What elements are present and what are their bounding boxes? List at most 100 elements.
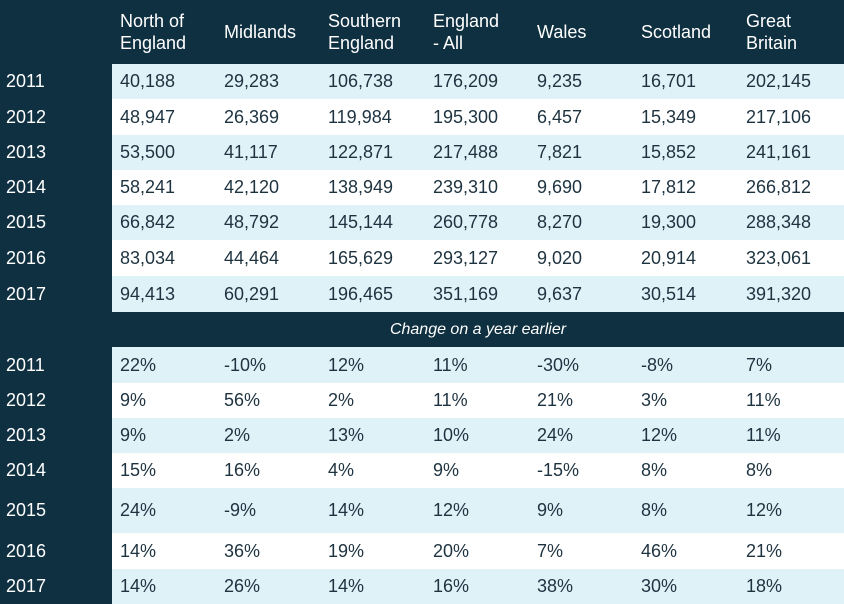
table-row: 2011 40,188 29,283 106,738 176,209 9,235 16,70…	[0, 64, 844, 99]
table-cell: 11%	[746, 425, 781, 445]
table-cell: 196,465	[328, 283, 394, 304]
table-cell: 12%	[328, 354, 365, 375]
row-year: 2015	[0, 488, 112, 533]
table-cell: 7%	[746, 354, 773, 375]
table-cell: 18%	[746, 576, 783, 596]
table-row: 2014 15% 16% 4% 9% -15% 8% 8%	[0, 453, 844, 488]
table-row: 2017 14% 26% 14% 16% 38% 30% 18%	[0, 569, 844, 604]
table-cell: 20,914	[641, 247, 697, 268]
row-year: 2011	[0, 347, 112, 383]
header-row: North of England Midlands Southern England En…	[0, 0, 844, 64]
table-row: 2015 66,842 48,792 145,144 260,778 8,270 19,30…	[0, 205, 844, 240]
table-cell: 6,457	[537, 106, 583, 127]
table-row: 2017 94,413 60,291 196,465 351,169 9,637 30,51…	[0, 276, 844, 312]
table-cell: 260,778	[433, 212, 499, 232]
table-cell: 29,283	[224, 71, 280, 91]
table-cell: 3%	[641, 390, 668, 410]
table-cell: 16%	[433, 576, 470, 596]
table-cell: 26,369	[224, 106, 280, 127]
row-year: 2016	[0, 533, 112, 569]
table-cell: 351,169	[433, 283, 499, 304]
table-cell: 11%	[746, 390, 781, 410]
table-cell: 94,413	[120, 283, 176, 304]
table-row: 2014 58,241 42,120 138,949 239,310 9,690 17,81…	[0, 170, 844, 205]
table-cell: -30%	[537, 354, 580, 375]
table-cell: 15,349	[641, 106, 697, 127]
table-cell: 12%	[746, 500, 783, 520]
table-cell: -8%	[641, 354, 674, 375]
table-cell: -9%	[224, 500, 257, 520]
table-cell: 217,488	[433, 142, 499, 162]
table-cell: 56%	[224, 390, 261, 410]
table-row: 2012 9% 56% 2% 11% 21% 3% 11%	[0, 383, 844, 418]
table-cell: 14%	[328, 576, 365, 596]
column-header: Scotland	[633, 0, 738, 64]
row-year: 2012	[0, 383, 112, 418]
table-cell: 9,637	[537, 283, 583, 304]
table-cell: 9,690	[537, 177, 583, 197]
row-year: 2011	[0, 64, 112, 99]
table-cell: 38%	[537, 576, 574, 596]
table-row: 2013 53,500 41,117 122,871 217,488 7,821 15,85…	[0, 135, 844, 170]
table-cell: 48,792	[224, 212, 280, 232]
table-cell: 21%	[537, 390, 574, 410]
table-row: 2016 14% 36% 19% 20% 7% 46% 21%	[0, 533, 844, 569]
table-cell: 58,241	[120, 177, 176, 197]
table-cell: -15%	[537, 460, 580, 480]
table-cell: 42,120	[224, 177, 280, 197]
table-cell: 9,235	[537, 71, 583, 91]
table-cell: 15,852	[641, 142, 697, 162]
table-row: 2012 48,947 26,369 119,984 195,300 6,457 15,34…	[0, 99, 844, 135]
section-label: Change on a year earlier	[389, 320, 567, 338]
table-cell: 7%	[537, 540, 564, 561]
row-year: 2012	[0, 99, 112, 135]
column-header: Southern England	[320, 0, 425, 64]
column-header-line: Southern	[328, 11, 402, 31]
table-cell: 66,842	[120, 212, 176, 232]
column-header-line: North of	[120, 11, 185, 31]
table-row: 2013 9% 2% 13% 10% 24% 12% 11%	[0, 418, 844, 453]
column-header-line: Wales	[537, 22, 587, 42]
column-header-line: Scotland	[641, 22, 712, 42]
table-cell: 8%	[641, 500, 668, 520]
table-cell: 202,145	[746, 71, 812, 91]
table-cell: 19,300	[641, 212, 697, 232]
table-cell: 19%	[328, 540, 365, 561]
table-cell: 138,949	[328, 177, 394, 197]
table-cell: 41,117	[224, 142, 278, 162]
column-header-line: - All	[433, 33, 464, 53]
table-cell: 8,270	[537, 212, 583, 232]
table-cell: 2%	[328, 390, 355, 410]
header-corner	[0, 0, 112, 64]
table-cell: 9%	[120, 425, 147, 445]
column-header-line: Great	[746, 11, 792, 31]
table-cell: 323,061	[746, 247, 812, 268]
table-cell: 9,020	[537, 247, 583, 268]
table-cell: 13%	[328, 425, 365, 445]
row-year: 2014	[0, 453, 112, 488]
row-year: 2016	[0, 240, 112, 276]
table-cell: 2%	[224, 425, 251, 445]
table-cell: 30,514	[641, 283, 697, 304]
table-cell: 7,821	[537, 142, 583, 162]
table-cell: 9%	[537, 500, 564, 520]
table-cell: 16,701	[641, 71, 697, 91]
section-divider: Change on a year earlier	[0, 312, 844, 347]
row-year: 2013	[0, 135, 112, 170]
table-cell: 119,984	[328, 106, 392, 127]
table-cell: 15%	[120, 460, 157, 480]
table-cell: 241,161	[746, 142, 812, 162]
table-cell: 12%	[433, 500, 470, 520]
table-cell: 40,188	[120, 71, 176, 91]
table-cell: 83,034	[120, 247, 176, 268]
column-header: Great Britain	[738, 0, 844, 64]
table-cell: 11%	[433, 354, 468, 375]
table-cell: 14%	[120, 540, 157, 561]
table-cell: 46%	[641, 540, 678, 561]
column-header-line: England	[328, 33, 395, 53]
table-cell: 26%	[224, 576, 261, 596]
table-row: 2011 22% -10% 12% 11% -30% -8% 7%	[0, 347, 844, 383]
table-row: 2015 24% -9% 14% 12% 9% 8% 12%	[0, 488, 844, 533]
column-header: Midlands	[216, 0, 320, 64]
